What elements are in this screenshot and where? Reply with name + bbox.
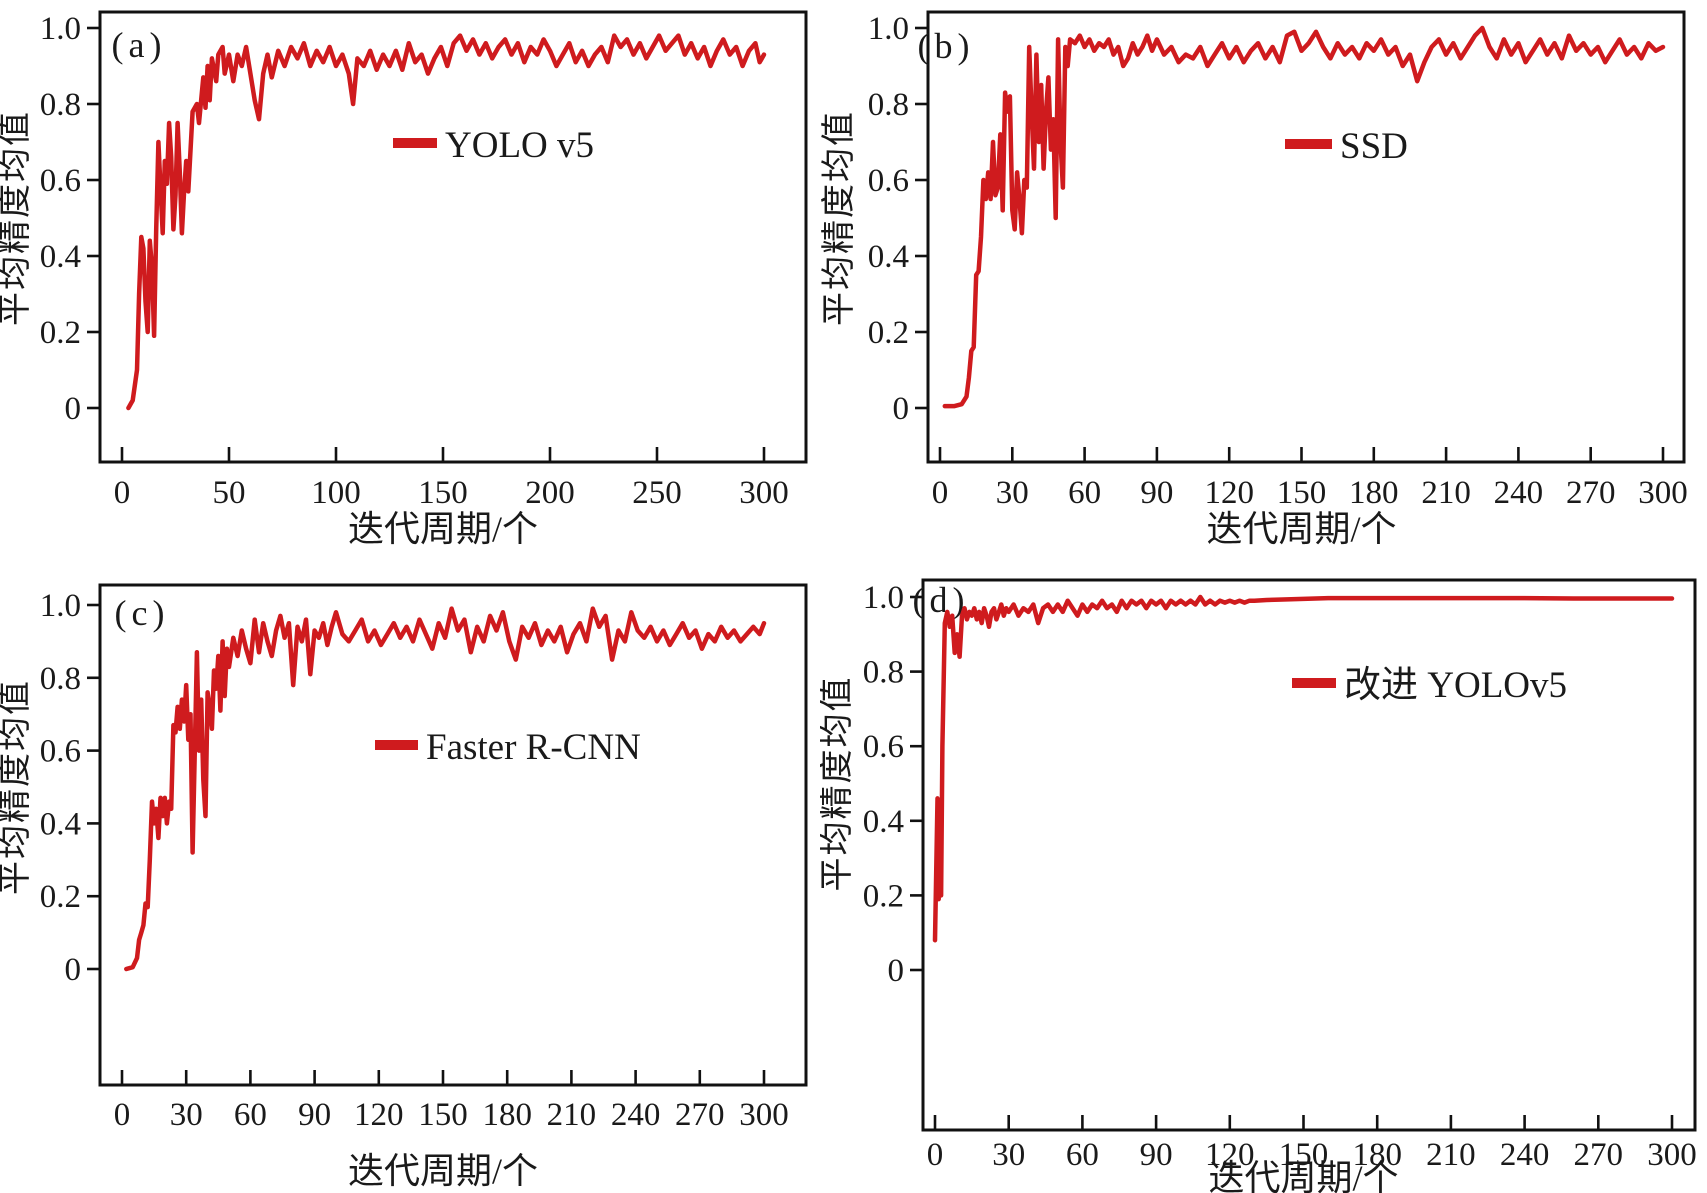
x-tick-label: 60 [234,1097,267,1133]
plot-frame [98,583,808,1087]
x-tick-label: 200 [525,475,575,511]
x-tick-label: 180 [1352,1137,1402,1173]
y-tick-label: 0 [893,391,910,427]
x-tick-label: 180 [1349,475,1399,511]
x-tick-label: 250 [632,475,682,511]
x-tick-label: 60 [1068,475,1101,511]
panel-letter: (b) [918,26,975,66]
x-tick-label: 90 [298,1097,331,1133]
y-tick-label: 0.8 [40,87,81,123]
y-tick-label: 0.2 [863,878,904,914]
y-tick-label: 0.4 [40,239,81,275]
y-tick-label: 0.8 [868,87,909,123]
plot-frame [921,578,1697,1132]
x-tick-label: 30 [992,1137,1025,1173]
panel-c-chart: 0 30 60 90 120 150 180 210 240 270 300 0 0.2 0.4 0.6 0.… [0,583,808,1191]
x-tick-label: 150 [1277,475,1327,511]
y-tick-label: 1.0 [40,588,81,624]
panel-b-chart: 0 30 60 90 120 150 180 210 240 270 300 0 0.2 0.4 0.6 0.… [820,10,1688,545]
y-tick-label: 0 [888,953,905,989]
y-tick-label: 0.4 [863,804,904,840]
y-tick-label: 0 [65,391,82,427]
y-tick-label: 0.4 [40,806,81,842]
series-curve-c [124,606,767,972]
x-tick-label: 0 [927,1137,944,1173]
x-tick-label: 120 [1205,1137,1255,1173]
panel-b: 0 30 60 90 120 150 180 210 240 270 300 0 0.2 0.4 0.6 0.… [820,0,1707,545]
x-tick-label: 270 [1566,475,1616,511]
x-tick-label: 270 [675,1097,725,1133]
x-tick-label: 120 [354,1097,404,1133]
x-tick-label: 0 [114,1097,131,1133]
x-tick-label: 240 [1494,475,1544,511]
x-tick-label: 90 [1140,1137,1173,1173]
panel-letter: (d) [913,580,970,620]
panel-c: 0 30 60 90 120 150 180 210 240 270 300 0 0.2 0.4 0.6 0.… [0,545,820,1193]
legend-label: 改进 YOLOv5 [1344,665,1567,706]
x-tick-label: 180 [482,1097,532,1133]
y-tick-label: 0.6 [868,163,909,199]
y-tick-label: 0.2 [40,315,81,351]
x-tick-label: 150 [418,475,468,511]
x-tick-label: 300 [739,1097,789,1133]
y-tick-label: 0.6 [863,729,904,765]
x-tick-label: 300 [1647,1137,1697,1173]
x-tick-label: 60 [1066,1137,1099,1173]
y-tick-label: 1.0 [40,11,81,47]
y-tick-label: 0.6 [40,734,81,770]
x-tick-label: 30 [170,1097,203,1133]
x-tick-label: 240 [611,1097,661,1133]
legend-label: Faster R-CNN [426,727,641,768]
x-tick-label: 100 [311,475,361,511]
x-tick-label: 270 [1574,1137,1624,1173]
y-axis-label: 平均精度均值 [0,679,34,895]
series-curve-a [126,33,767,411]
panel-letter: (c) [115,593,170,633]
x-axis-label: 迭代周期/个 [348,1151,538,1191]
y-tick-label: 0.6 [40,163,81,199]
panel-d-chart: 0 30 60 90 120 150 180 210 240 270 300 0 0.2 0.4 0.6 0.… [820,578,1697,1193]
legend-label: SSD [1340,126,1408,167]
series-curve-b [942,25,1666,409]
y-tick-label: 0.2 [40,879,81,915]
panel-a: 0 50 100 150 200 250 300 0 0.2 0.4 0.6 0.8 1.0 迭代周期/个… [0,0,820,545]
y-axis-label: 平均精度均值 [820,676,856,892]
x-tick-label: 300 [1638,475,1688,511]
x-tick-label: 210 [1421,475,1471,511]
panel-letter: (a) [112,25,167,65]
y-axis-label: 平均精度均值 [820,110,858,326]
x-tick-label: 30 [996,475,1029,511]
y-tick-label: 0.8 [40,661,81,697]
x-axis-label: 迭代周期/个 [1206,509,1396,545]
x-tick-label: 120 [1204,475,1254,511]
y-tick-label: 0.4 [868,239,909,275]
x-tick-label: 210 [547,1097,597,1133]
y-tick-label: 1.0 [863,580,904,616]
y-axis-label: 平均精度均值 [0,110,34,326]
plot-frame [926,10,1686,464]
legend-label: YOLO v5 [445,125,594,166]
x-tick-label: 50 [213,475,246,511]
x-tick-label: 240 [1500,1137,1550,1173]
panel-d: 0 30 60 90 120 150 180 210 240 270 300 0 0.2 0.4 0.6 0.… [820,545,1707,1193]
y-tick-label: 0 [65,952,82,988]
series-curve-d [932,594,1675,943]
x-tick-label: 90 [1140,475,1173,511]
y-tick-label: 0.8 [863,655,904,691]
x-tick-label: 150 [1279,1137,1329,1173]
x-tick-label: 300 [739,475,789,511]
x-tick-label: 150 [418,1097,468,1133]
x-axis-label: 迭代周期/个 [348,509,538,545]
x-tick-label: 0 [932,475,949,511]
panel-a-chart: 0 50 100 150 200 250 300 0 0.2 0.4 0.6 0.8 1.0 迭代周期/个… [0,10,808,545]
x-tick-label: 0 [114,475,131,511]
plot-frame [98,10,808,464]
x-axis-label: 迭代周期/个 [1208,1158,1398,1193]
y-tick-label: 1.0 [868,11,909,47]
x-tick-label: 210 [1426,1137,1476,1173]
y-tick-label: 0.2 [868,315,909,351]
